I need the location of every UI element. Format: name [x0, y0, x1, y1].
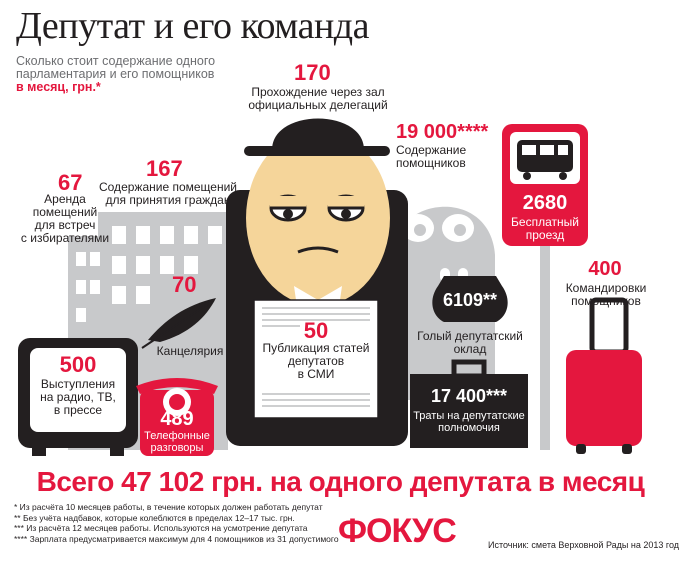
value-oklad: 6109**	[442, 290, 498, 310]
label-vystupleniya: Выступления на радио, ТВ, в прессе	[30, 378, 126, 417]
fokus-logo: ФОКУС	[338, 512, 457, 550]
subtitle-line-2: парламентария и его помощников	[16, 67, 215, 81]
feather-icon	[141, 298, 216, 349]
label-line: Содержание	[396, 143, 467, 157]
subtitle-emphasis: в месяц, грн.*	[16, 80, 101, 94]
label-line: Публикация статей	[262, 341, 370, 355]
label-line: на радио, ТВ,	[40, 390, 116, 404]
suitcase-icon	[566, 297, 642, 454]
label-line: Аренда	[44, 192, 86, 206]
footnote: ** Без учёта надбавок, которые колеблютс…	[14, 512, 295, 523]
label-line: Бесплатный	[511, 215, 579, 229]
page-title: Депутат и его команда	[16, 5, 370, 47]
label-line: в СМИ	[297, 367, 335, 381]
label-line: в прессе	[53, 403, 103, 417]
value-pomescheniya: 167	[146, 156, 183, 181]
label-line: разговоры	[150, 442, 204, 454]
value-proezd: 2680	[522, 192, 568, 214]
label-arenda: Аренда помещений для встреч с избирателя…	[6, 193, 124, 245]
label-oklad: Голый депутатский оклад	[400, 330, 540, 356]
label-line: помощников	[571, 294, 641, 308]
label-line: с избирателями	[20, 231, 110, 245]
value-arenda: 67	[58, 170, 83, 195]
label-line: Канцелярия	[156, 344, 224, 358]
label-line: для принятия граждан	[105, 193, 231, 207]
total-sum: Всего 47 102 грн. на одного депутата в м…	[36, 466, 645, 497]
value-telefon: 489	[160, 408, 194, 430]
label-line: для встреч	[34, 218, 96, 232]
footnote: * Из расчёта 10 месяцев работы, в течени…	[14, 502, 323, 512]
tv-icon	[18, 338, 138, 456]
label-traty: Траты на депутатские полномочия	[410, 410, 528, 434]
value-pomoshniki: 19 000****	[396, 121, 489, 143]
value-komandirovki: 400	[588, 258, 622, 280]
bus-stop-sign-icon	[502, 124, 588, 450]
label-line: помощников	[396, 156, 466, 170]
label-pomoshniki: Содержание помощников	[396, 144, 496, 170]
label-komandirovki: Командировки помощников	[556, 282, 656, 308]
footnotes: * Из расчёта 10 месяцев работы, в течени…	[14, 502, 339, 544]
label-line: полномочия	[438, 422, 500, 434]
label-line: официальных делегаций	[248, 98, 388, 112]
label-proezd: Бесплатный проезд	[502, 216, 588, 242]
label-publikaciya: Публикация статей депутатов в СМИ	[256, 342, 376, 381]
label-line: помещений	[32, 205, 98, 219]
subtitle-line-1: Сколько стоит содержание одного	[16, 54, 216, 68]
newspaper-icon	[253, 299, 379, 419]
label-line: Выступления	[40, 377, 116, 391]
phone-icon	[136, 378, 218, 456]
label-line: оклад	[453, 342, 487, 356]
footnote: **** Зарплата предусматривается максимум…	[14, 533, 339, 544]
value-zal: 170	[294, 60, 331, 85]
value-kancelyariya: 70	[172, 272, 197, 297]
label-kancelyariya: Канцелярия	[142, 345, 238, 358]
value-traty: 17 400***	[430, 386, 508, 406]
label-pomescheniya: Содержание помещений для принятия гражда…	[98, 181, 238, 207]
label-line: Голый депутатский	[417, 329, 523, 343]
value-publikaciya: 50	[303, 318, 329, 343]
label-line: проезд	[525, 228, 565, 242]
source-note: Источник: смета Верховной Рады на 2013 г…	[488, 540, 680, 550]
money-bag-icon	[432, 276, 508, 322]
label-telefon: Телефонные разговоры	[136, 430, 218, 454]
label-line: Командировки	[565, 281, 647, 295]
briefcase-icon	[410, 359, 528, 448]
label-line: Содержание помещений	[98, 180, 237, 194]
label-line: Прохождение через зал	[251, 85, 385, 99]
label-zal: Прохождение через зал официальных делега…	[248, 86, 388, 112]
label-line: депутатов	[287, 354, 345, 368]
footnote: *** Из расчёта 12 месяцев работы. Исполь…	[14, 523, 308, 533]
value-vystupleniya: 500	[59, 352, 97, 377]
label-line: Траты на депутатские	[413, 410, 525, 422]
subtitle: Сколько стоит содержание одного парламен…	[16, 55, 215, 94]
label-line: Телефонные	[144, 430, 210, 442]
